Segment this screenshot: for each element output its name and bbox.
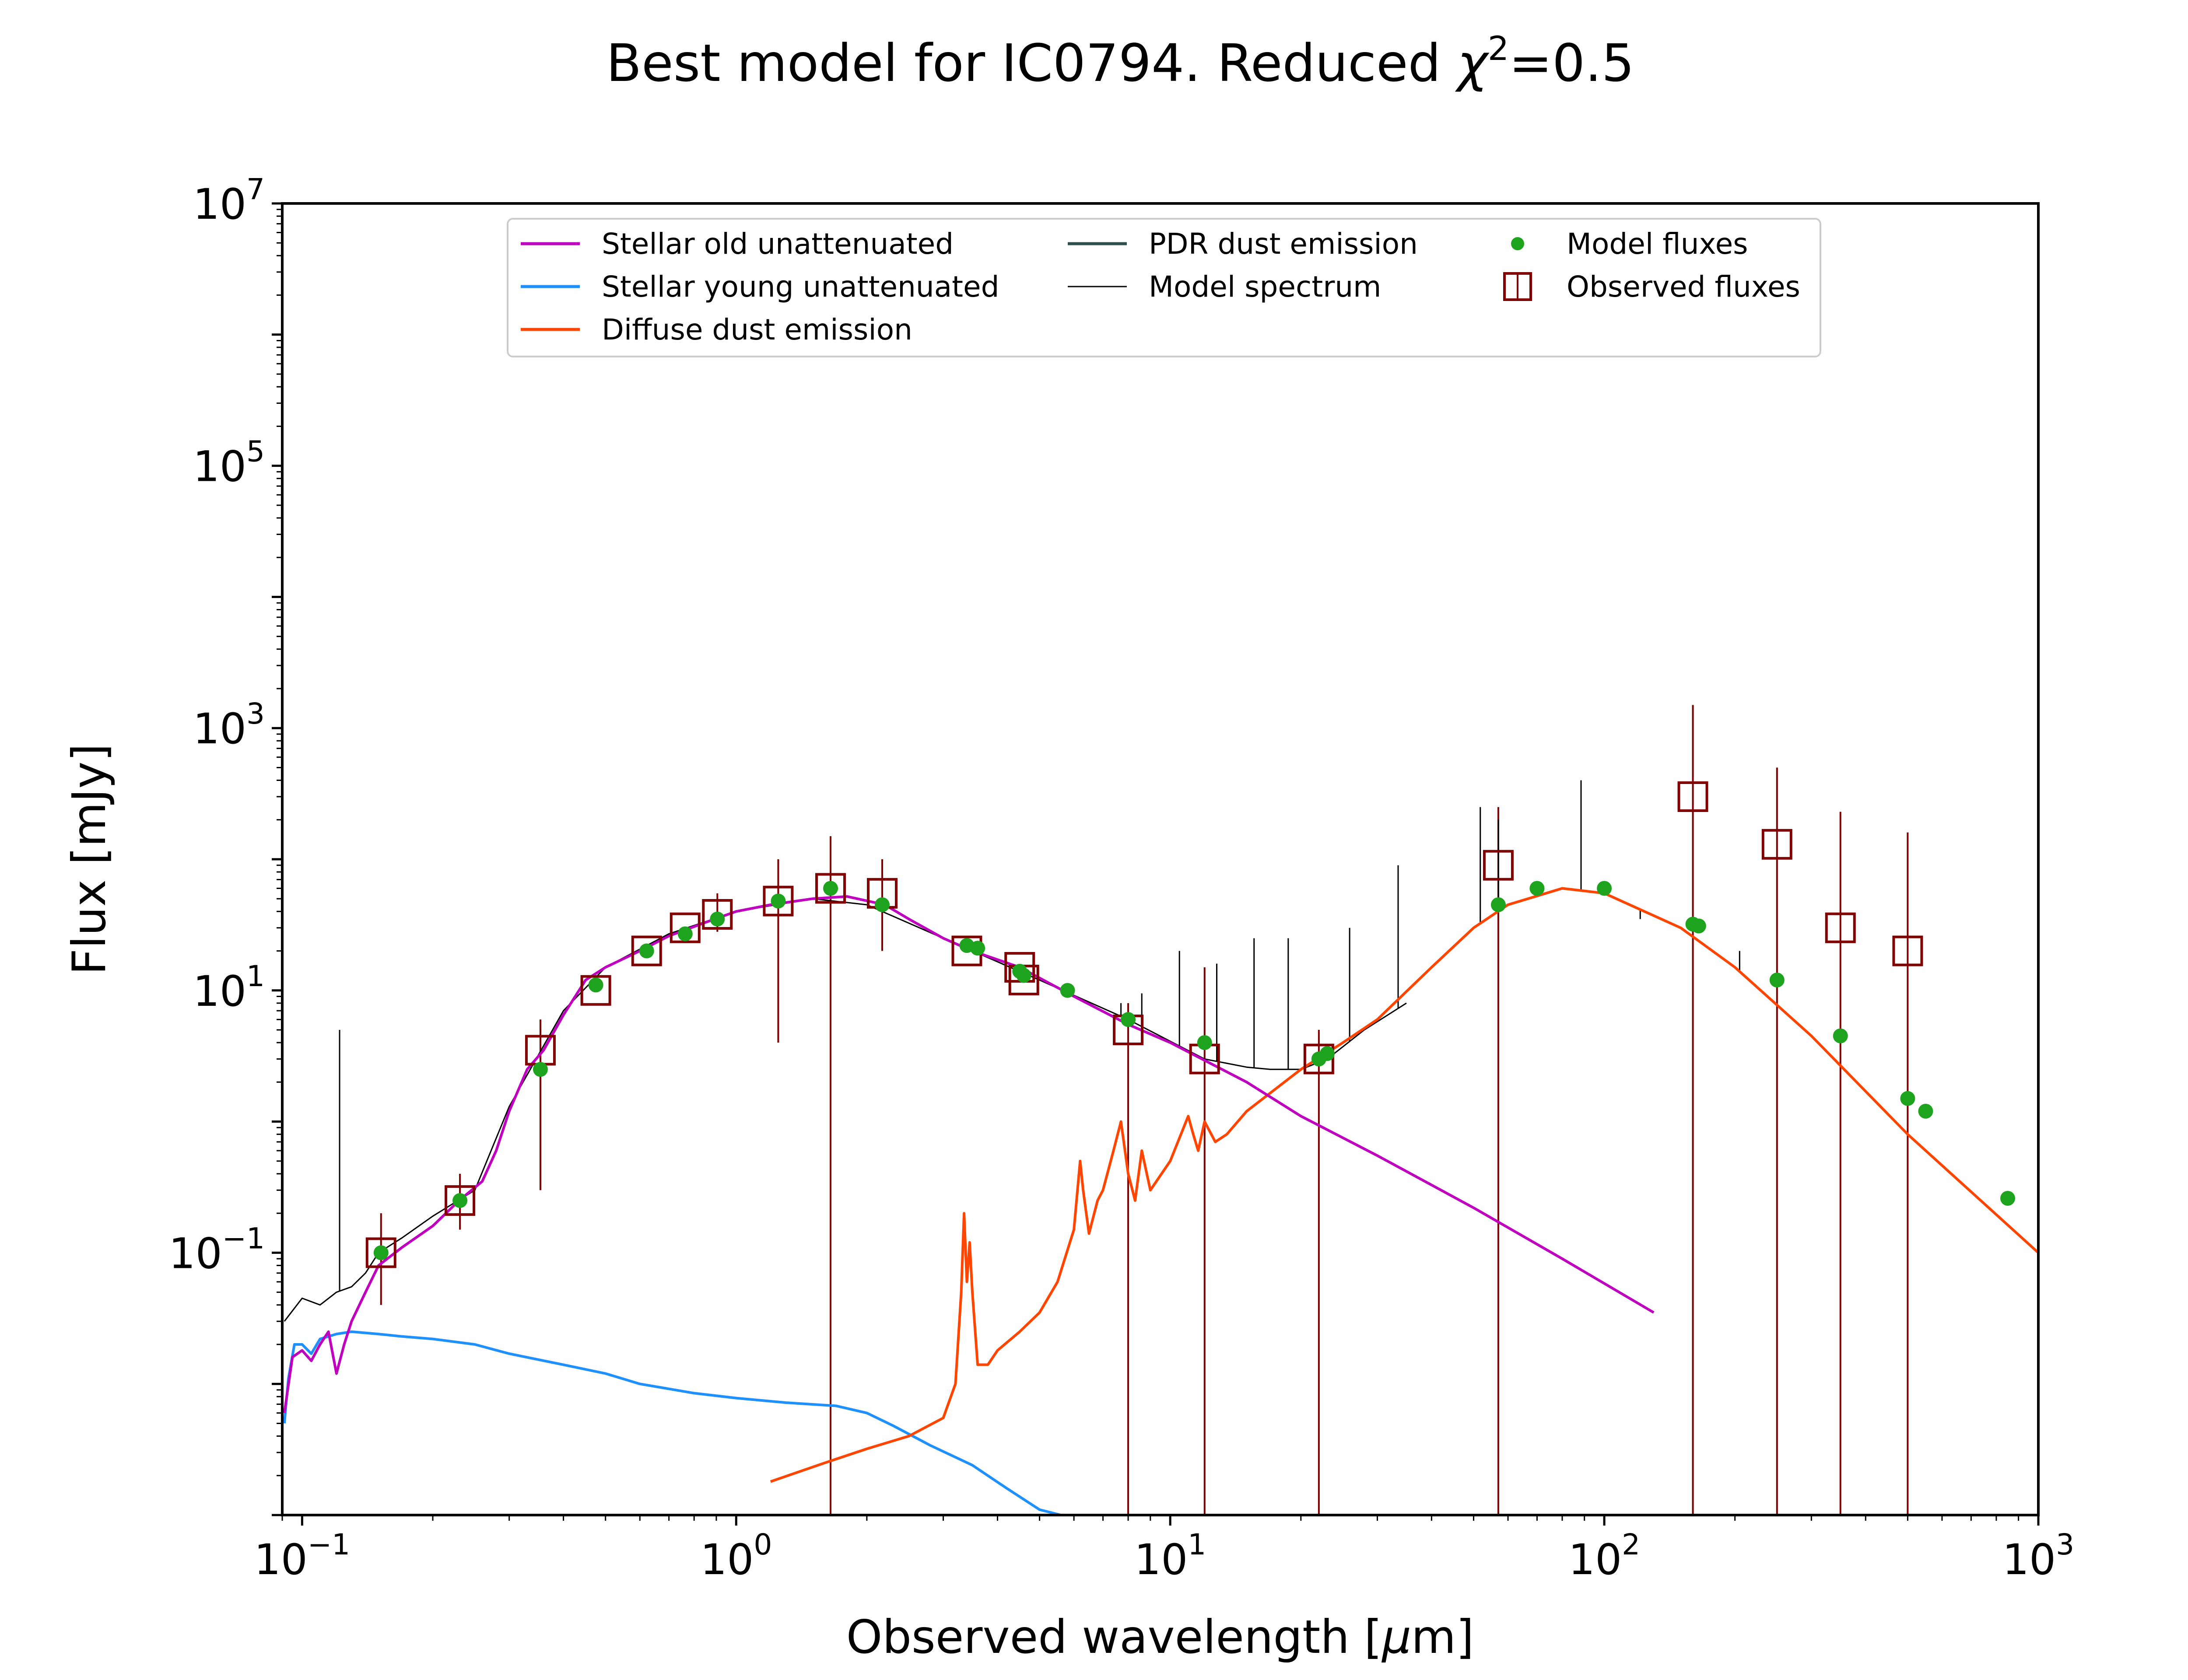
legend-item-stellar-young: Stellar young unattenuated	[521, 270, 999, 304]
model-flux-point-3	[588, 977, 603, 993]
model-flux-point-8	[823, 881, 838, 896]
model-flux-point-14	[1060, 983, 1075, 998]
legend-item-model-fluxes: Model fluxes	[1511, 227, 1748, 261]
model-flux-point-0	[373, 1245, 389, 1260]
model-flux-point-19	[1490, 897, 1506, 912]
legend-item-observed-fluxes: Observed fluxes	[1503, 270, 1800, 304]
y-tick-label-3: 105	[193, 435, 265, 491]
observed-flux-marker-15	[1303, 1043, 1334, 1074]
model-flux-point-18	[1319, 1046, 1335, 1061]
x-tick-label-4: 103	[2002, 1528, 2074, 1584]
observed-flux-marker-7	[763, 886, 794, 917]
x-tick-label-3: 102	[1568, 1528, 1640, 1584]
observed-flux-marker-19	[1825, 912, 1856, 943]
legend-label: Observed fluxes	[1567, 270, 1800, 304]
model-flux-point-4	[639, 943, 654, 959]
legend-label: Stellar young unattenuated	[602, 270, 999, 304]
y-tick-label-1: 101	[193, 959, 265, 1016]
model-flux-point-11	[970, 941, 985, 956]
model-flux-point-13	[1016, 968, 1031, 983]
legend-label: PDR dust emission	[1149, 227, 1418, 261]
model-flux-point-15	[1121, 1012, 1136, 1027]
legend: Stellar old unattenuated Stellar young un…	[507, 218, 1821, 357]
plot-area	[283, 705, 2038, 1515]
legend-item-stellar-old: Stellar old unattenuated	[521, 227, 954, 261]
model-flux-point-2	[533, 1062, 548, 1077]
x-tick-label-0: 10−1	[254, 1528, 350, 1584]
observed-flux-marker-1	[445, 1185, 476, 1216]
series-layer	[283, 705, 2038, 1515]
legend-swatch	[1511, 237, 1524, 250]
legend-label: Diffuse dust emission	[602, 313, 912, 346]
observed-flux-marker-17	[1677, 781, 1708, 812]
chart-title: Best model for IC0794. Reduced χ2=0.5	[606, 29, 1634, 93]
legend-item-pdr-dust: PDR dust emission	[1068, 227, 1418, 261]
legend-label: Model fluxes	[1567, 227, 1748, 261]
observed-flux-marker-3	[580, 975, 611, 1006]
model-flux-point-1	[452, 1193, 468, 1208]
model-flux-point-27	[1918, 1103, 1933, 1119]
model-flux-point-28	[2000, 1190, 2015, 1206]
model-flux-point-6	[710, 911, 725, 927]
stellar-young-line	[283, 1330, 1062, 1515]
model-flux-point-16	[1197, 1035, 1212, 1050]
model-flux-point-21	[1597, 881, 1612, 896]
observed-flux-marker-5	[670, 912, 701, 943]
x-tick-label-1: 100	[700, 1528, 772, 1584]
legend-item-diffuse-dust: Diffuse dust emission	[521, 313, 912, 346]
model-flux-point-25	[1833, 1028, 1848, 1043]
observed-flux-marker-4	[631, 935, 662, 966]
y-tick-label-4: 107	[193, 172, 265, 229]
y-axis-label: Flux [mJy]	[63, 744, 116, 975]
model-flux-point-9	[875, 897, 890, 912]
x-tick-label-2: 101	[1134, 1528, 1206, 1584]
y-tick-label-0: 10−1	[169, 1222, 265, 1278]
legend-label: Stellar old unattenuated	[602, 227, 954, 261]
y-tick-label-2: 103	[193, 697, 265, 753]
observed-flux-marker-20	[1892, 935, 1923, 966]
diffuse-dust-line	[770, 887, 2038, 1483]
model-flux-point-23	[1691, 918, 1706, 934]
model-flux-point-5	[677, 926, 693, 942]
model-spectrum-line	[284, 898, 1407, 1322]
model-flux-point-20	[1529, 881, 1545, 896]
observed-flux-marker-18	[1761, 829, 1792, 860]
legend-box	[507, 218, 1821, 357]
legend-item-model-spectrum: Model spectrum	[1068, 270, 1381, 304]
model-flux-point-26	[1900, 1091, 1915, 1106]
legend-label: Model spectrum	[1149, 270, 1381, 304]
observed-flux-marker-16	[1483, 850, 1514, 881]
model-flux-point-24	[1769, 973, 1785, 988]
axis-ticks: 10−1 100 101 102 103 10−1 101 103 105 107	[169, 172, 2075, 1584]
observed-flux-marker-8	[815, 873, 846, 904]
observed-flux-marker-6	[702, 899, 733, 930]
observed-flux-marker-0	[365, 1237, 396, 1268]
model-flux-point-7	[771, 893, 786, 909]
x-axis-label: Observed wavelength [μm]	[846, 1610, 1474, 1664]
legend-items: Stellar old unattenuated Stellar young un…	[521, 227, 1800, 346]
